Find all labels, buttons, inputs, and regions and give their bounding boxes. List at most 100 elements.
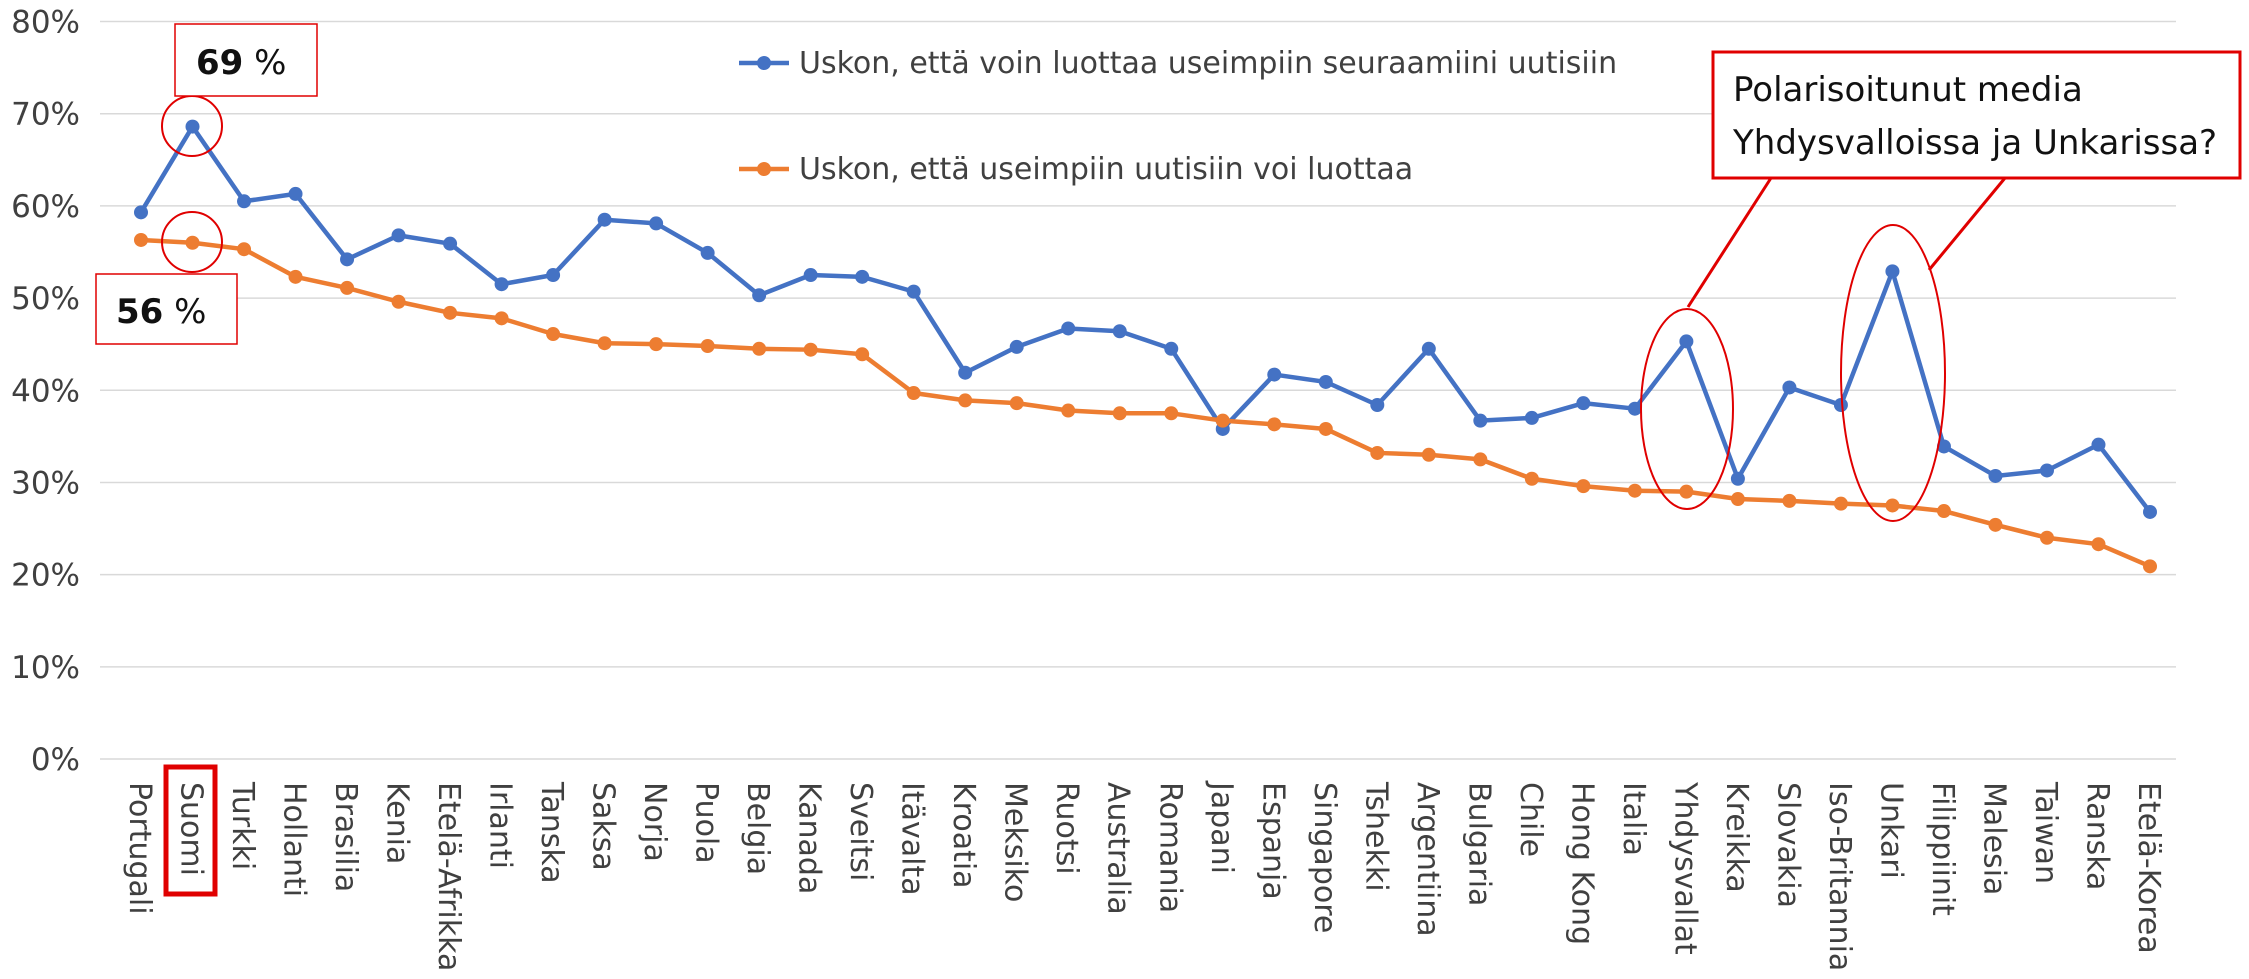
x-tick-label: Australia (1101, 782, 1136, 915)
point (494, 311, 509, 326)
point (1988, 468, 2003, 483)
point (649, 337, 664, 352)
point (1936, 439, 1951, 454)
annotation-unit: % (174, 292, 206, 332)
y-tick-label: 80% (11, 5, 80, 41)
x-tick-label: Yhdysvallat (1667, 781, 1702, 955)
x-tick-label: Hong Kong (1564, 782, 1599, 945)
x-tick-label: Belgia (740, 782, 775, 875)
point (1679, 484, 1694, 499)
point (340, 252, 355, 267)
annotation-box (174, 23, 318, 97)
point (1936, 504, 1951, 519)
x-tick-label: Kanada (792, 782, 827, 894)
point (700, 245, 715, 260)
point (1627, 401, 1642, 416)
y-tick-label: 70% (11, 97, 80, 133)
point (494, 277, 509, 292)
y-tick-label: 20% (11, 558, 80, 594)
annotation-box (95, 273, 238, 345)
point (752, 341, 767, 356)
point (1164, 341, 1179, 356)
x-tick-label: Etelä-Afrikka (431, 782, 466, 971)
point (1318, 374, 1333, 389)
point (546, 327, 561, 342)
callout-text: Polarisoitunut media (1733, 70, 2083, 110)
point (1576, 396, 1591, 411)
highlight-ellipse (1640, 308, 1734, 510)
point (1833, 398, 1848, 412)
point (2143, 504, 2157, 519)
y-tick-label: 60% (11, 189, 80, 225)
x-tick-label: Kenia (380, 782, 415, 864)
x-tick-label: Portugali (122, 782, 157, 915)
y-tick-label: 30% (11, 465, 80, 501)
x-tick-label: Itävalta (895, 782, 930, 896)
x-tick-label: Turkki (225, 781, 260, 870)
annotation: 69 % (196, 43, 286, 83)
x-tick-label: Singapore (1307, 782, 1342, 933)
annotation-number: 56 (116, 292, 163, 332)
x-tick-label: Romania (1152, 782, 1187, 913)
point (649, 216, 664, 231)
point (700, 339, 715, 353)
point (1421, 447, 1436, 462)
point (391, 294, 406, 309)
x-tick-label: Brasilia (328, 782, 363, 892)
x-tick-label: Slovakia (1770, 782, 1805, 908)
x-tick-label: Tanska (534, 781, 569, 884)
point (958, 393, 973, 408)
x-tick-label: Saksa (586, 782, 621, 871)
point (134, 232, 148, 247)
point (2039, 463, 2054, 478)
point (752, 288, 767, 303)
point (1009, 339, 1024, 354)
point (443, 305, 458, 320)
x-tick-label: Meksiko (998, 782, 1033, 902)
series-line (140, 237, 2151, 569)
point (1164, 406, 1179, 421)
point (1267, 367, 1282, 382)
point (855, 269, 870, 284)
x-tick-label: Puola (689, 782, 724, 864)
highlight-box (163, 764, 218, 897)
point (1061, 403, 1076, 418)
point (1730, 471, 1745, 486)
annotation-number: 69 (196, 43, 243, 83)
point (1679, 334, 1694, 349)
callout-text: Yhdysvalloissa ja Unkarissa? (1732, 123, 2217, 163)
point (1370, 398, 1385, 412)
point (1833, 496, 1848, 511)
point (1988, 517, 2003, 532)
point (1627, 483, 1642, 498)
point (855, 347, 870, 362)
x-tick-label: Hollanti (277, 782, 312, 897)
point (185, 235, 200, 250)
x-tick-label: Taiwan (2028, 781, 2063, 884)
callout-line (1927, 177, 2007, 271)
legend-label: Uskon, että useimpiin uutisiin voi luott… (799, 152, 1413, 187)
point (958, 365, 973, 380)
point (1112, 324, 1127, 339)
point (237, 242, 252, 257)
point (1473, 413, 1488, 428)
highlight-ellipse (1840, 224, 1946, 522)
y-tick-label: 40% (11, 373, 80, 409)
x-tick-label: Italia (1616, 782, 1651, 856)
annotation: 56 % (116, 292, 206, 332)
callout-box (1711, 50, 2242, 180)
legend-label: Uskon, että voin luottaa useimpiin seura… (799, 46, 1617, 81)
highlight-circle (161, 211, 223, 273)
point (803, 268, 818, 283)
x-tick-label: Tshekki (1358, 781, 1393, 892)
point (2091, 437, 2106, 452)
y-tick-label: 0% (31, 742, 80, 778)
point (340, 280, 355, 295)
point (1730, 492, 1745, 507)
point (1370, 445, 1385, 460)
x-tick-label: Kreikka (1719, 782, 1754, 893)
callout-line (1686, 177, 1773, 308)
point (2039, 530, 2054, 545)
